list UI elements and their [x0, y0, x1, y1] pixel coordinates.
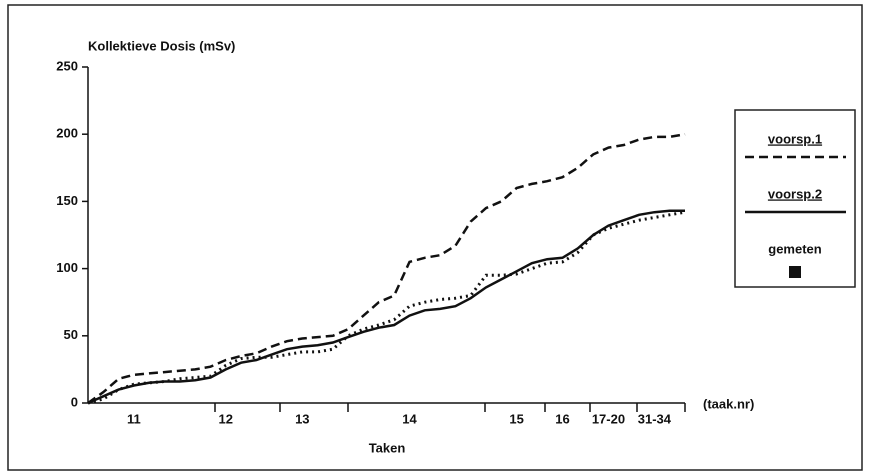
x-tick-label: 31-34 [638, 411, 672, 426]
legend-label: gemeten [768, 241, 822, 256]
x-unit-label: (taak.nr) [703, 396, 754, 411]
y-tick-label: 150 [56, 193, 78, 208]
x-tick-label: 12 [219, 411, 233, 426]
x-tick-label: 11 [127, 411, 141, 426]
series-line [87, 210, 686, 405]
x-tick-label: 15 [509, 411, 523, 426]
y-tick-label: 250 [56, 58, 78, 73]
frame [7, 4, 863, 471]
legend-label: voorsp.1 [768, 131, 822, 146]
x-tick-label: 17-20 [592, 411, 625, 426]
legend-symbol [789, 266, 801, 278]
x-separators [214, 403, 686, 412]
x-tick-label: 14 [402, 411, 417, 426]
series-line [87, 209, 685, 405]
x-axis-title: Taken [369, 440, 406, 455]
y-tick-label: 100 [56, 260, 78, 275]
x-tick-label: 16 [555, 411, 569, 426]
y-tick-label: 0 [71, 394, 78, 409]
y-tick-label: 50 [64, 327, 78, 342]
series-line [87, 132, 686, 405]
x-tick-label: 13 [295, 411, 309, 426]
legend-box [734, 109, 856, 288]
y-tick-label: 200 [56, 126, 78, 141]
chart-title: Kollektieve Dosis (mSv) [88, 38, 235, 53]
legend-label: voorsp.2 [768, 186, 822, 201]
